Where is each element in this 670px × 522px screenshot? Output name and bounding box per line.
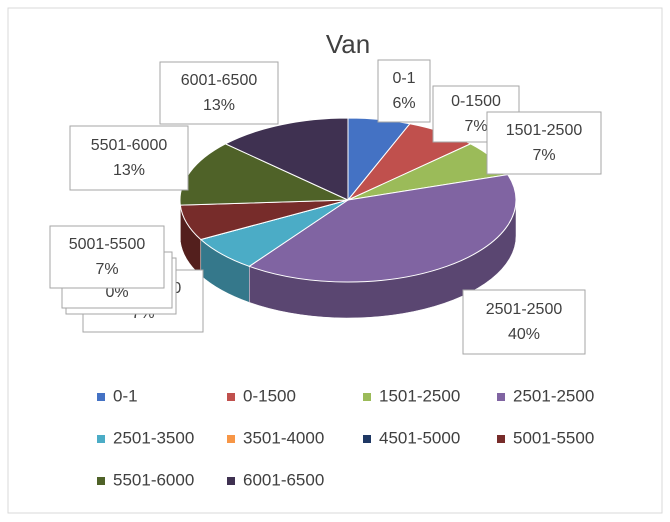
label-category: 5001-5500 xyxy=(69,236,146,253)
legend-swatch xyxy=(363,435,371,443)
label-value: 40% xyxy=(508,326,540,343)
label-box xyxy=(70,126,188,190)
legend-label: 3501-4000 xyxy=(243,428,324,447)
legend-swatch xyxy=(97,393,105,401)
legend-swatch xyxy=(363,393,371,401)
legend-label: 5001-5500 xyxy=(513,428,594,447)
label-category: 0-1500 xyxy=(451,93,501,110)
pie xyxy=(180,118,516,318)
label-category: 1501-2500 xyxy=(506,122,583,139)
legend-label: 4501-5000 xyxy=(379,428,460,447)
label-value: 7% xyxy=(532,147,555,164)
legend-label: 2501-2500 xyxy=(513,386,594,405)
legend-swatch xyxy=(227,393,235,401)
chart-title: Van xyxy=(326,29,370,59)
label-value: 13% xyxy=(203,97,235,114)
legend-swatch xyxy=(227,477,235,485)
legend-swatch xyxy=(97,477,105,485)
label-category: 6001-6500 xyxy=(181,72,258,89)
label-category: 5501-6000 xyxy=(91,137,168,154)
label-value: 7% xyxy=(464,118,487,135)
legend-swatch xyxy=(227,435,235,443)
legend-swatch xyxy=(97,435,105,443)
legend-label: 6001-6500 xyxy=(243,470,324,489)
legend-label: 2501-3500 xyxy=(113,428,194,447)
legend-swatch xyxy=(497,435,505,443)
label-box xyxy=(463,290,585,354)
legend-label: 0-1 xyxy=(113,386,138,405)
legend-label: 5501-6000 xyxy=(113,470,194,489)
label-value: 6% xyxy=(392,95,415,112)
legend-swatch xyxy=(497,393,505,401)
label-category: 2501-2500 xyxy=(486,301,563,318)
label-value: 13% xyxy=(113,162,145,179)
label-category: 0-1 xyxy=(392,70,415,87)
legend-label: 0-1500 xyxy=(243,386,296,405)
label-value: 7% xyxy=(95,261,118,278)
legend-label: 1501-2500 xyxy=(379,386,460,405)
